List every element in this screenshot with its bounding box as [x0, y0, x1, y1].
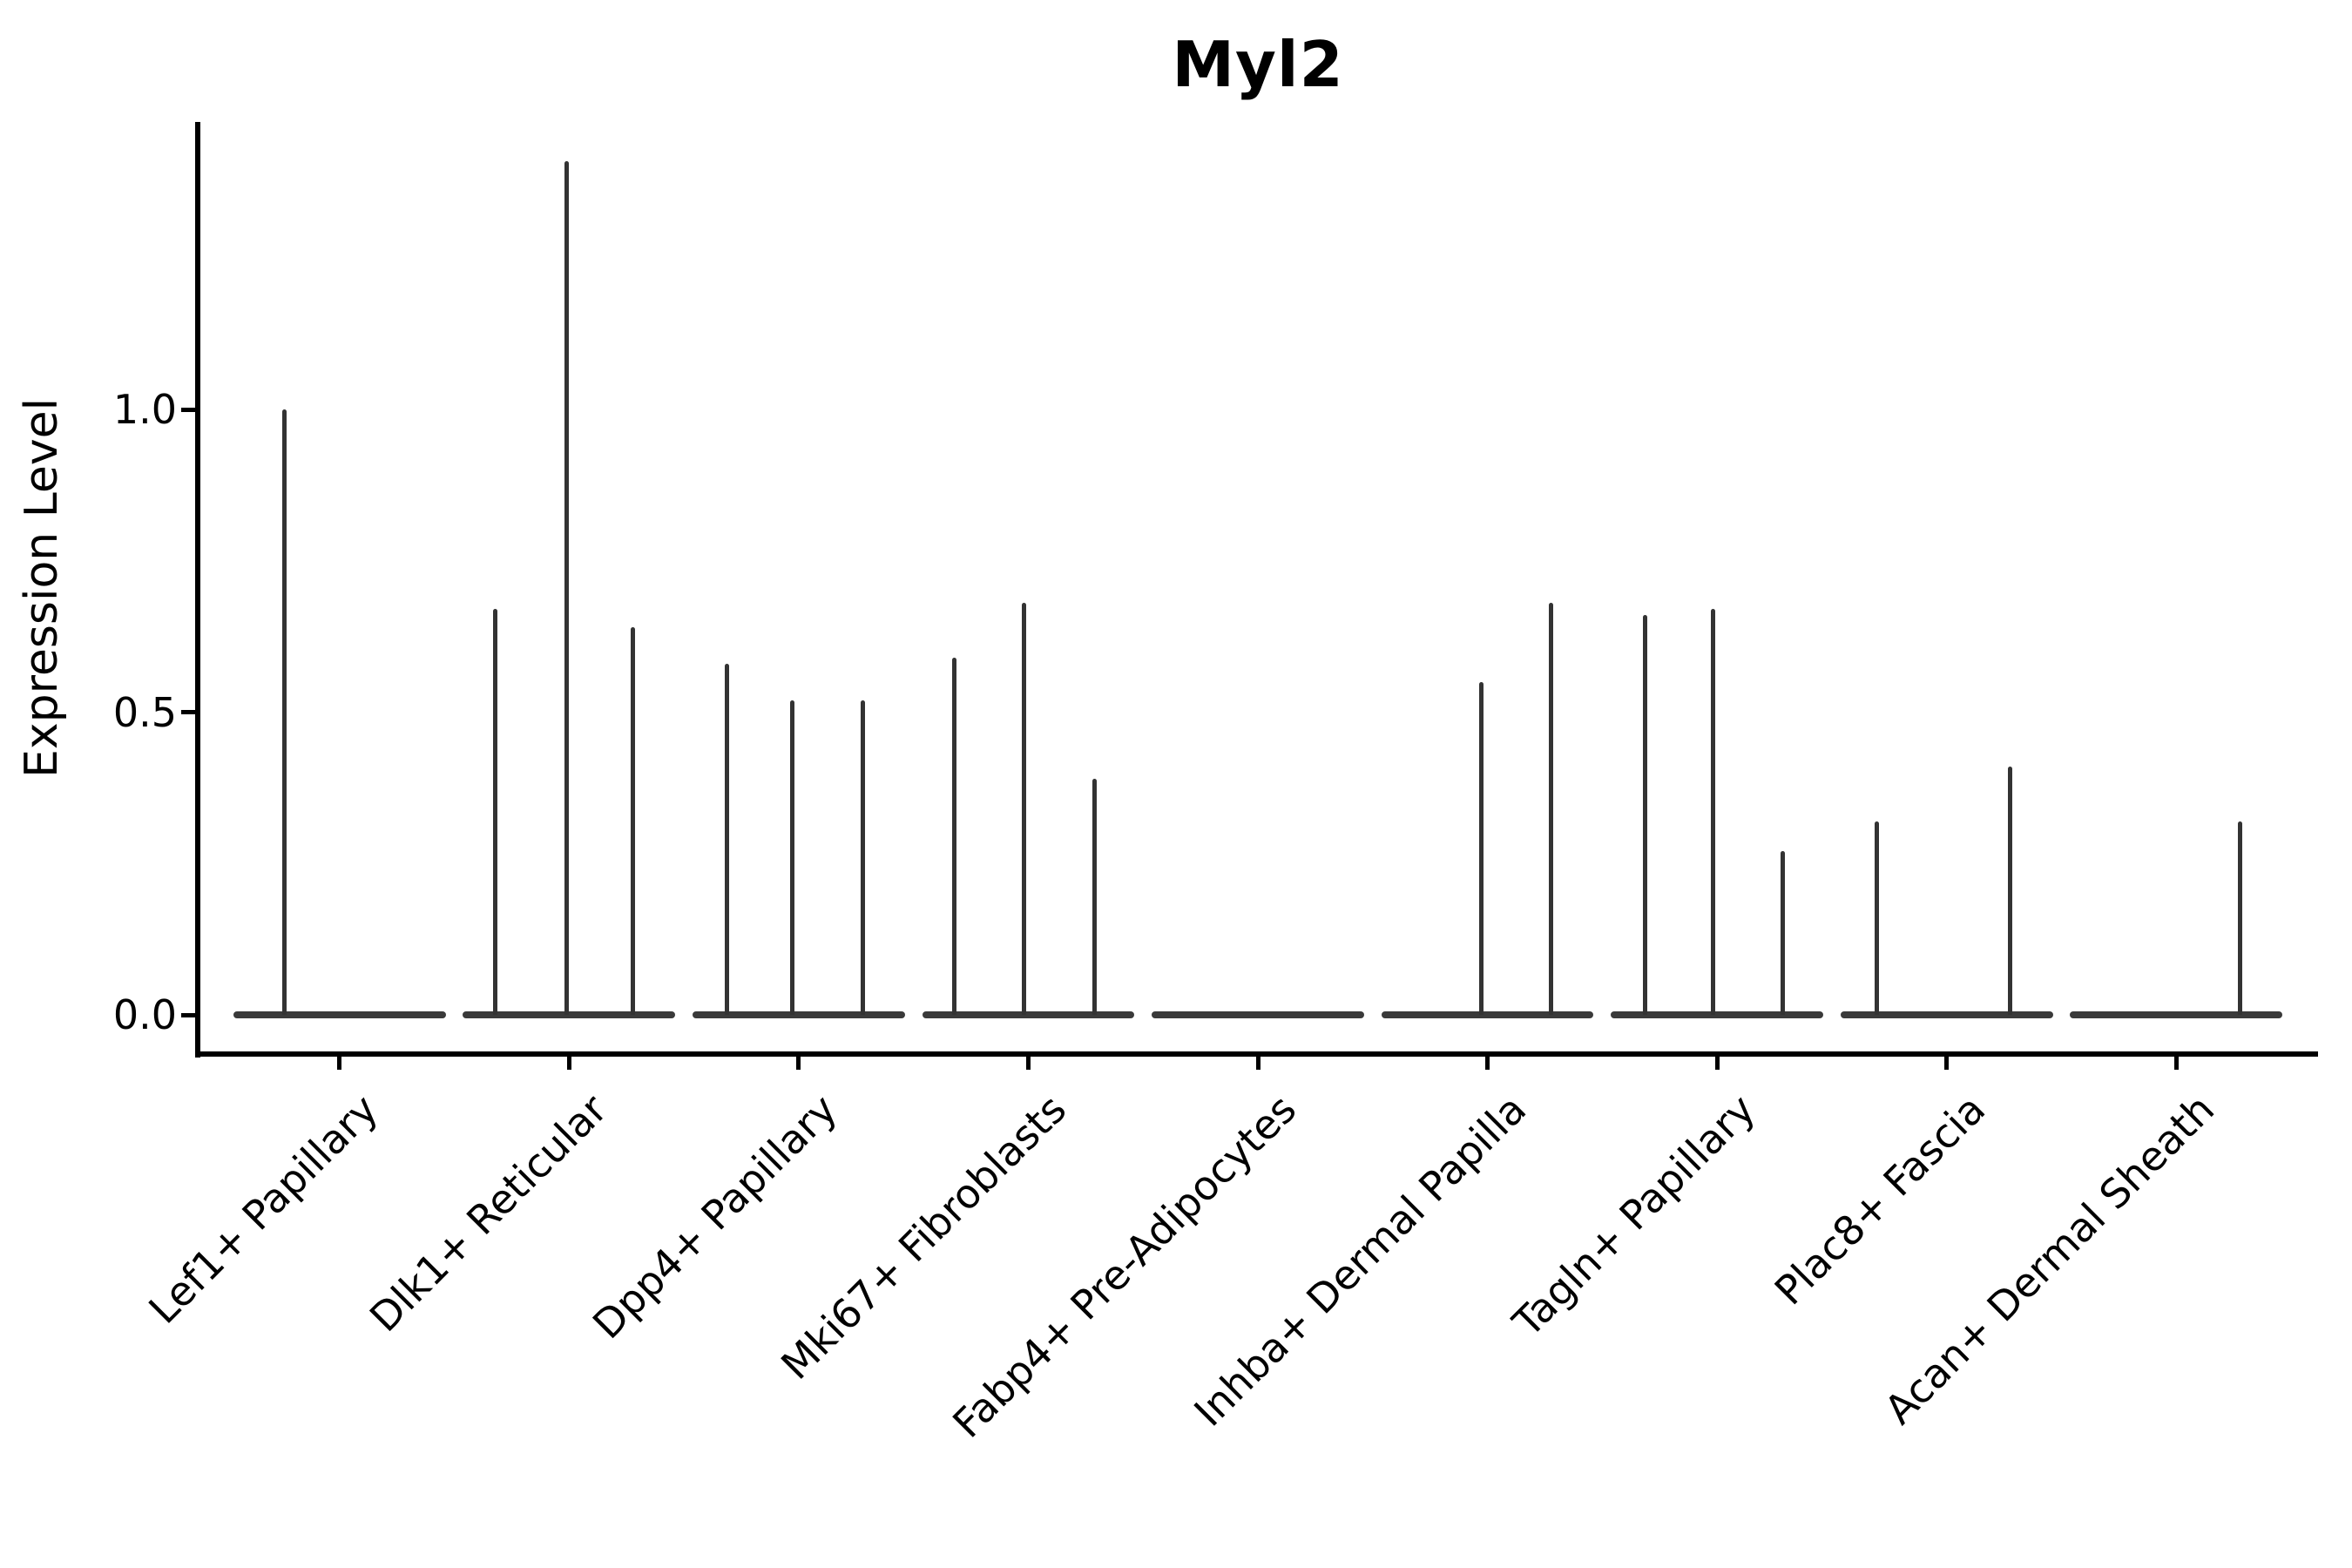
violin-spike — [281, 409, 287, 1015]
y-axis-spine — [195, 122, 200, 1058]
x-tick-label: Dlk1+ Reticular — [361, 1085, 617, 1342]
violin-baseline — [1840, 1011, 2053, 1018]
violin-spike — [1874, 821, 1879, 1015]
violin-spike — [564, 161, 570, 1015]
violin-spike — [1092, 778, 1097, 1015]
y-tick-label: 0.0 — [112, 991, 177, 1038]
x-tick-label: Dpp4+ Papillary — [583, 1085, 847, 1348]
x-tick-label: Plac8+ Fascia — [1765, 1085, 1994, 1315]
x-tick-mark — [1485, 1057, 1490, 1070]
x-tick-mark — [1025, 1057, 1031, 1070]
violin-spike — [951, 657, 956, 1015]
violin-spike — [2008, 767, 2013, 1015]
x-tick-mark — [2173, 1057, 2179, 1070]
violin-spike — [790, 700, 795, 1015]
y-tick-label: 1.0 — [112, 386, 177, 433]
chart-title: Myl2 — [1172, 28, 1344, 101]
violin-spike — [2237, 821, 2242, 1015]
x-tick-mark — [337, 1057, 342, 1070]
x-axis-spine — [195, 1051, 2318, 1057]
violin-baseline — [463, 1011, 676, 1018]
x-tick-mark — [1255, 1057, 1260, 1070]
y-tick-mark — [181, 710, 197, 714]
y-tick-label: 0.5 — [112, 688, 177, 736]
violin-spike — [1022, 603, 1027, 1015]
violin-baseline — [233, 1011, 446, 1018]
violin-spike — [492, 609, 497, 1015]
x-tick-mark — [1714, 1057, 1720, 1070]
x-tick-label: Tagln+ Papillary — [1504, 1085, 1765, 1346]
violin-baseline — [2070, 1011, 2283, 1018]
violin-spike — [1710, 609, 1715, 1015]
violin-baseline — [1381, 1011, 1594, 1018]
violin-baseline — [922, 1011, 1135, 1018]
violin-spike — [630, 627, 635, 1015]
violin-spike — [1642, 615, 1647, 1015]
violin-baseline — [1152, 1011, 1364, 1018]
violin-baseline — [1611, 1011, 1823, 1018]
violin-baseline — [692, 1011, 905, 1018]
x-tick-mark — [1944, 1057, 1950, 1070]
x-tick-mark — [566, 1057, 571, 1070]
x-tick-mark — [796, 1057, 801, 1070]
y-tick-mark — [181, 1012, 197, 1017]
violin-spike — [1478, 681, 1484, 1015]
y-axis-label: Expression Level — [16, 397, 68, 779]
violin-spike — [860, 700, 865, 1015]
x-tick-label: Lef1+ Papillary — [139, 1085, 387, 1333]
violin-spike — [1781, 851, 1786, 1015]
violin-spike — [724, 663, 729, 1015]
violin-spike — [1549, 603, 1554, 1015]
y-tick-mark — [181, 407, 197, 412]
